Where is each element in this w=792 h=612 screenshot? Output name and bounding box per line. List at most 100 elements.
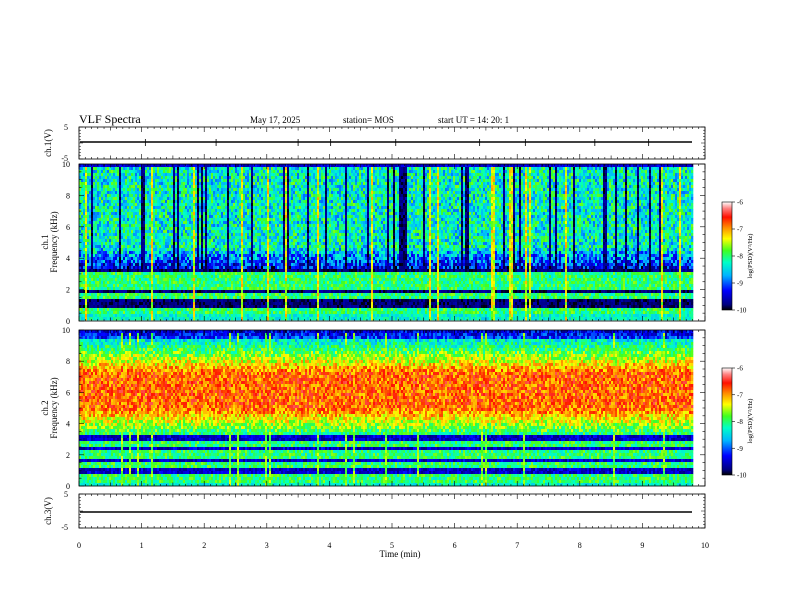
spectrogram-cell (111, 176, 113, 179)
spectrogram-cell (159, 239, 161, 242)
spectrogram-cell (145, 206, 147, 209)
spectrogram-cell (181, 248, 183, 251)
spectrogram-cell (241, 167, 243, 170)
spectrogram-cell (149, 203, 151, 206)
spectrogram-cell (235, 206, 237, 209)
spectrogram-cell (147, 179, 149, 182)
spectrogram-cell (197, 233, 199, 236)
spectrogram-cell (253, 200, 255, 203)
spectrogram-cell (249, 164, 251, 167)
spectrogram-cell (203, 188, 205, 191)
spectrogram-cell (163, 272, 165, 275)
spectrogram-cell (175, 248, 177, 251)
spectrogram-cell (169, 269, 171, 272)
spectrogram-cell (209, 212, 211, 215)
spectrogram-cell (185, 308, 187, 311)
spectrogram-cell (189, 317, 191, 320)
spectrogram-cell (115, 182, 117, 185)
spectrogram-cell (175, 314, 177, 317)
spectrogram-cell (215, 203, 217, 206)
spectrogram-cell (169, 305, 171, 308)
spectrogram-cell (151, 179, 153, 182)
spectrogram-cell (91, 227, 93, 230)
spectrogram-cell (237, 200, 239, 203)
spectrogram-cell (255, 245, 257, 248)
spectrogram-cell (231, 206, 233, 209)
spectrogram-cell (255, 206, 257, 209)
spectrogram-cell (87, 173, 89, 176)
spectrogram-cell (231, 218, 233, 221)
spectrogram-cell (87, 317, 89, 320)
spectrogram-cell (249, 233, 251, 236)
spectrogram-cell (253, 206, 255, 209)
spectrogram-cell (141, 191, 143, 194)
spectrogram-cell (245, 287, 247, 290)
spectrogram-cell (103, 299, 105, 302)
spectrogram-cell (157, 302, 159, 305)
spectrogram-cell (133, 245, 135, 248)
spectrogram-cell (247, 176, 249, 179)
spectrogram-cell (115, 218, 117, 221)
spectrogram-cell (213, 272, 215, 275)
spectrogram-cell (163, 209, 165, 212)
spectrogram-cell (231, 227, 233, 230)
spectrogram-cell (251, 188, 253, 191)
spectrogram-cell (147, 167, 149, 170)
spectrogram-cell (153, 227, 155, 230)
spectrogram-cell (145, 236, 147, 239)
spectrogram-cell (239, 296, 241, 299)
spectrogram-cell (197, 197, 199, 200)
spectrogram-cell (211, 230, 213, 233)
spectrogram-cell (163, 290, 165, 293)
spectrogram-cell (183, 242, 185, 245)
spectrogram-cell (83, 227, 85, 230)
spectrogram-cell (143, 278, 145, 281)
spectrogram-cell (197, 299, 199, 302)
spectrogram-cell (227, 248, 229, 251)
spectrogram-cell (133, 272, 135, 275)
spectrogram-cell (89, 305, 91, 308)
spectrogram-cell (91, 230, 93, 233)
spectrogram-cell (227, 263, 229, 266)
spectrogram-cell (159, 221, 161, 224)
spectrogram-cell (129, 188, 131, 191)
spectrogram-cell (193, 302, 195, 305)
spectrogram-cell (245, 200, 247, 203)
spectrogram-cell (211, 269, 213, 272)
spectrogram-cell (99, 290, 101, 293)
spectrogram-cell (257, 269, 259, 272)
spectrogram-cell (237, 314, 239, 317)
spectrogram-cell (231, 290, 233, 293)
spectrogram-cell (169, 164, 171, 167)
spectrogram-cell (97, 314, 99, 317)
spectrogram-cell (161, 311, 163, 314)
spectrogram-cell (107, 191, 109, 194)
spectrogram-cell (211, 191, 213, 194)
spectrogram-cell (243, 272, 245, 275)
spectrogram-cell (101, 227, 103, 230)
spectrogram-cell (257, 215, 259, 218)
spectrogram-cell (219, 176, 221, 179)
spectrogram-cell (159, 233, 161, 236)
spectrogram-cell (177, 176, 179, 179)
spectrogram-cell (85, 188, 87, 191)
spectrogram-cell (107, 176, 109, 179)
spectrogram-cell (121, 188, 123, 191)
spectrogram-cell (183, 227, 185, 230)
spectrogram-cell (253, 194, 255, 197)
spectrogram-cell (251, 275, 253, 278)
spectrogram-cell (203, 170, 205, 173)
spectrogram-cell (83, 281, 85, 284)
spectrogram-cell (81, 290, 83, 293)
spectrogram-cell (259, 206, 261, 209)
spectrogram-cell (205, 248, 207, 251)
spectrogram-cell (239, 260, 241, 263)
spectrogram-cell (257, 203, 259, 206)
spectrogram-cell (193, 296, 195, 299)
spectrogram-cell (97, 170, 99, 173)
spectrogram-cell (229, 209, 231, 212)
spectrogram-cell (105, 308, 107, 311)
spectrogram-cell (121, 179, 123, 182)
spectrogram-cell (257, 185, 259, 188)
spectrogram-cell (211, 209, 213, 212)
